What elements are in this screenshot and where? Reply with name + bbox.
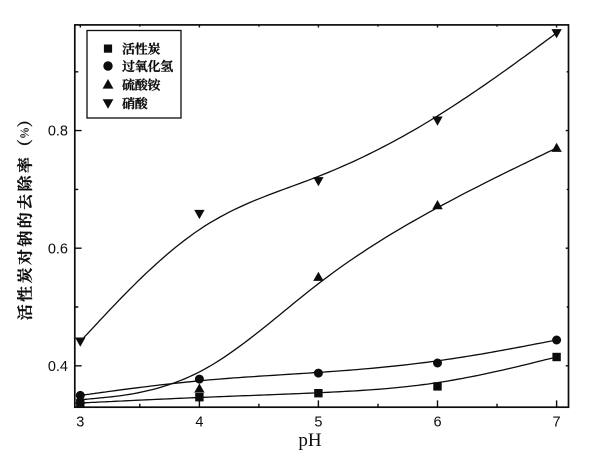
svg-text:0.8: 0.8 xyxy=(48,124,68,140)
svg-text:5: 5 xyxy=(314,415,322,431)
svg-text:pH: pH xyxy=(298,430,322,451)
svg-text:0.4: 0.4 xyxy=(48,359,68,375)
svg-text:6: 6 xyxy=(433,415,441,431)
svg-text:3: 3 xyxy=(76,415,84,431)
svg-text:4: 4 xyxy=(195,415,203,431)
svg-text:7: 7 xyxy=(553,415,561,431)
svg-text:0.6: 0.6 xyxy=(48,241,68,257)
